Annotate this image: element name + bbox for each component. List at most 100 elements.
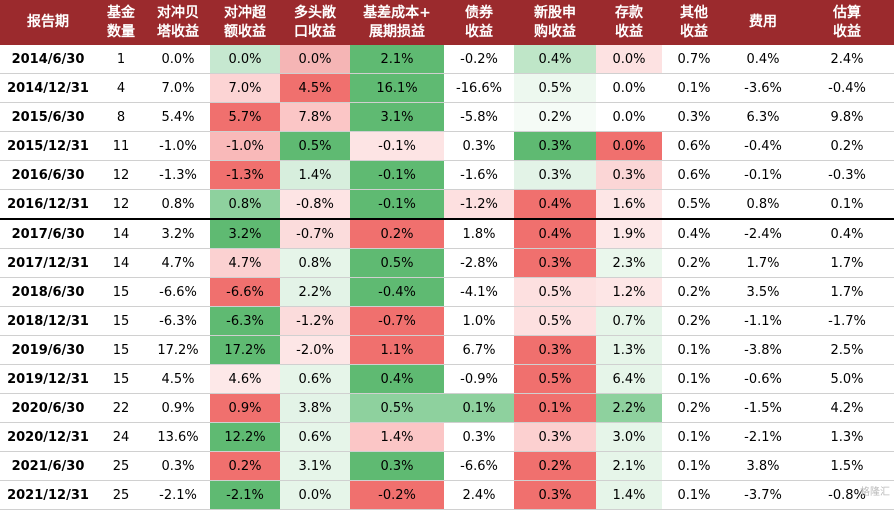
value-cell: -3.8% bbox=[726, 335, 800, 365]
value-cell: 3.2% bbox=[210, 218, 280, 249]
value-cell: 0.3% bbox=[596, 160, 662, 190]
value-cell: 2.2% bbox=[280, 277, 350, 307]
value-cell: 1.3% bbox=[800, 422, 894, 452]
value-cell: -1.7% bbox=[800, 306, 894, 336]
value-cell: -6.3% bbox=[210, 306, 280, 336]
value-cell: 0.3% bbox=[662, 102, 726, 132]
value-cell: 0.2% bbox=[514, 451, 596, 481]
value-cell: 0.3% bbox=[514, 248, 596, 278]
value-cell: -0.1% bbox=[726, 160, 800, 190]
report-date-cell: 2016/6/30 bbox=[0, 160, 96, 190]
value-cell: 3.1% bbox=[350, 102, 444, 132]
value-cell: 4.5% bbox=[280, 73, 350, 103]
value-cell: 9.8% bbox=[800, 102, 894, 132]
value-cell: -1.2% bbox=[280, 306, 350, 336]
value-cell: 0.3% bbox=[514, 131, 596, 161]
value-cell: 0.4% bbox=[514, 45, 596, 74]
table-row: 2020/6/30 22 0.9% 0.9% 3.8% 0.5% 0.1% 0.1% 2.2% 0… bbox=[0, 393, 894, 423]
value-cell: 0.4% bbox=[662, 218, 726, 249]
value-cell: 1.3% bbox=[596, 335, 662, 365]
value-cell: 1.4% bbox=[350, 422, 444, 452]
value-cell: 8 bbox=[96, 102, 146, 132]
value-cell: 0.1% bbox=[514, 393, 596, 423]
value-cell: 7.0% bbox=[146, 73, 210, 103]
value-cell: 16.1% bbox=[350, 73, 444, 103]
value-cell: 2.5% bbox=[800, 335, 894, 365]
value-cell: -0.4% bbox=[350, 277, 444, 307]
table-row: 2020/12/31 24 13.6% 12.2% 0.6% 1.4% 0.3% 0.3% 3.… bbox=[0, 422, 894, 452]
value-cell: 0.6% bbox=[662, 131, 726, 161]
value-cell: 0.7% bbox=[662, 45, 726, 74]
value-cell: -0.7% bbox=[350, 306, 444, 336]
value-cell: 0.2% bbox=[662, 277, 726, 307]
report-date-cell: 2018/12/31 bbox=[0, 306, 96, 336]
value-cell: 1.8% bbox=[444, 218, 514, 249]
value-cell: 3.8% bbox=[280, 393, 350, 423]
value-cell: 0.4% bbox=[350, 364, 444, 394]
value-cell: 0.2% bbox=[800, 131, 894, 161]
value-cell: 4.6% bbox=[210, 364, 280, 394]
value-cell: 0.2% bbox=[662, 248, 726, 278]
value-cell: 24 bbox=[96, 422, 146, 452]
value-cell: -6.6% bbox=[146, 277, 210, 307]
report-date-cell: 2021/6/30 bbox=[0, 451, 96, 481]
value-cell: -16.6% bbox=[444, 73, 514, 103]
value-cell: 0.0% bbox=[280, 45, 350, 74]
value-cell: 1.6% bbox=[596, 189, 662, 220]
value-cell: 4.7% bbox=[210, 248, 280, 278]
value-cell: 1.7% bbox=[800, 277, 894, 307]
report-date-cell: 2017/6/30 bbox=[0, 218, 96, 249]
value-cell: -1.0% bbox=[210, 131, 280, 161]
value-cell: -5.8% bbox=[444, 102, 514, 132]
table-row: 2016/6/30 12 -1.3% -1.3% 1.4% -0.1% -1.6% 0.3% 0… bbox=[0, 160, 894, 190]
value-cell: 2.1% bbox=[350, 45, 444, 74]
value-cell: -4.1% bbox=[444, 277, 514, 307]
value-cell: 11 bbox=[96, 131, 146, 161]
value-cell: 3.5% bbox=[726, 277, 800, 307]
value-cell: 0.4% bbox=[800, 218, 894, 249]
value-cell: 7.0% bbox=[210, 73, 280, 103]
value-cell: 0.3% bbox=[350, 451, 444, 481]
report-date-cell: 2016/12/31 bbox=[0, 189, 96, 220]
value-cell: 0.7% bbox=[596, 306, 662, 336]
value-cell: 0.4% bbox=[514, 189, 596, 220]
value-cell: -2.4% bbox=[726, 218, 800, 249]
value-cell: 0.8% bbox=[146, 189, 210, 220]
value-cell: 0.5% bbox=[350, 393, 444, 423]
report-date-cell: 2017/12/31 bbox=[0, 248, 96, 278]
value-cell: 3.8% bbox=[726, 451, 800, 481]
value-cell: 0.0% bbox=[146, 45, 210, 74]
value-cell: 6.4% bbox=[596, 364, 662, 394]
table-row: 2015/6/30 8 5.4% 5.7% 7.8% 3.1% -5.8% 0.2% 0.0% 0… bbox=[0, 102, 894, 132]
column-header: 基差成本+ 展期损益 bbox=[350, 0, 444, 45]
column-header: 估算 收益 bbox=[800, 0, 894, 45]
value-cell: 0.2% bbox=[514, 102, 596, 132]
value-cell: 7.8% bbox=[280, 102, 350, 132]
value-cell: 3.1% bbox=[280, 451, 350, 481]
value-cell: 12 bbox=[96, 160, 146, 190]
value-cell: -1.5% bbox=[726, 393, 800, 423]
table-row: 2014/12/31 4 7.0% 7.0% 4.5% 16.1% -16.6% 0.5% 0.… bbox=[0, 73, 894, 103]
value-cell: -2.1% bbox=[146, 480, 210, 510]
value-cell: -0.1% bbox=[350, 160, 444, 190]
value-cell: -0.3% bbox=[800, 160, 894, 190]
table-row: 2018/12/31 15 -6.3% -6.3% -1.2% -0.7% 1.0% 0.5%… bbox=[0, 306, 894, 336]
table-row: 2014/6/30 1 0.0% 0.0% 0.0% 2.1% -0.2% 0.4% 0.0% 0… bbox=[0, 45, 894, 74]
value-cell: 0.4% bbox=[726, 45, 800, 74]
value-cell: 0.5% bbox=[280, 131, 350, 161]
value-cell: 3.2% bbox=[146, 218, 210, 249]
table-row: 2017/12/31 14 4.7% 4.7% 0.8% 0.5% -2.8% 0.3% 2.3… bbox=[0, 248, 894, 278]
value-cell: 1 bbox=[96, 45, 146, 74]
value-cell: 0.2% bbox=[662, 306, 726, 336]
column-header: 存款 收益 bbox=[596, 0, 662, 45]
value-cell: 15 bbox=[96, 335, 146, 365]
watermark: 格隆汇 bbox=[860, 487, 890, 498]
value-cell: 0.9% bbox=[146, 393, 210, 423]
value-cell: -0.4% bbox=[726, 131, 800, 161]
column-header: 费用 bbox=[726, 0, 800, 45]
table-row: 2016/12/31 12 0.8% 0.8% -0.8% -0.1% -1.2% 0.4% 1… bbox=[0, 189, 894, 220]
value-cell: 0.6% bbox=[280, 422, 350, 452]
value-cell: 0.4% bbox=[514, 218, 596, 249]
